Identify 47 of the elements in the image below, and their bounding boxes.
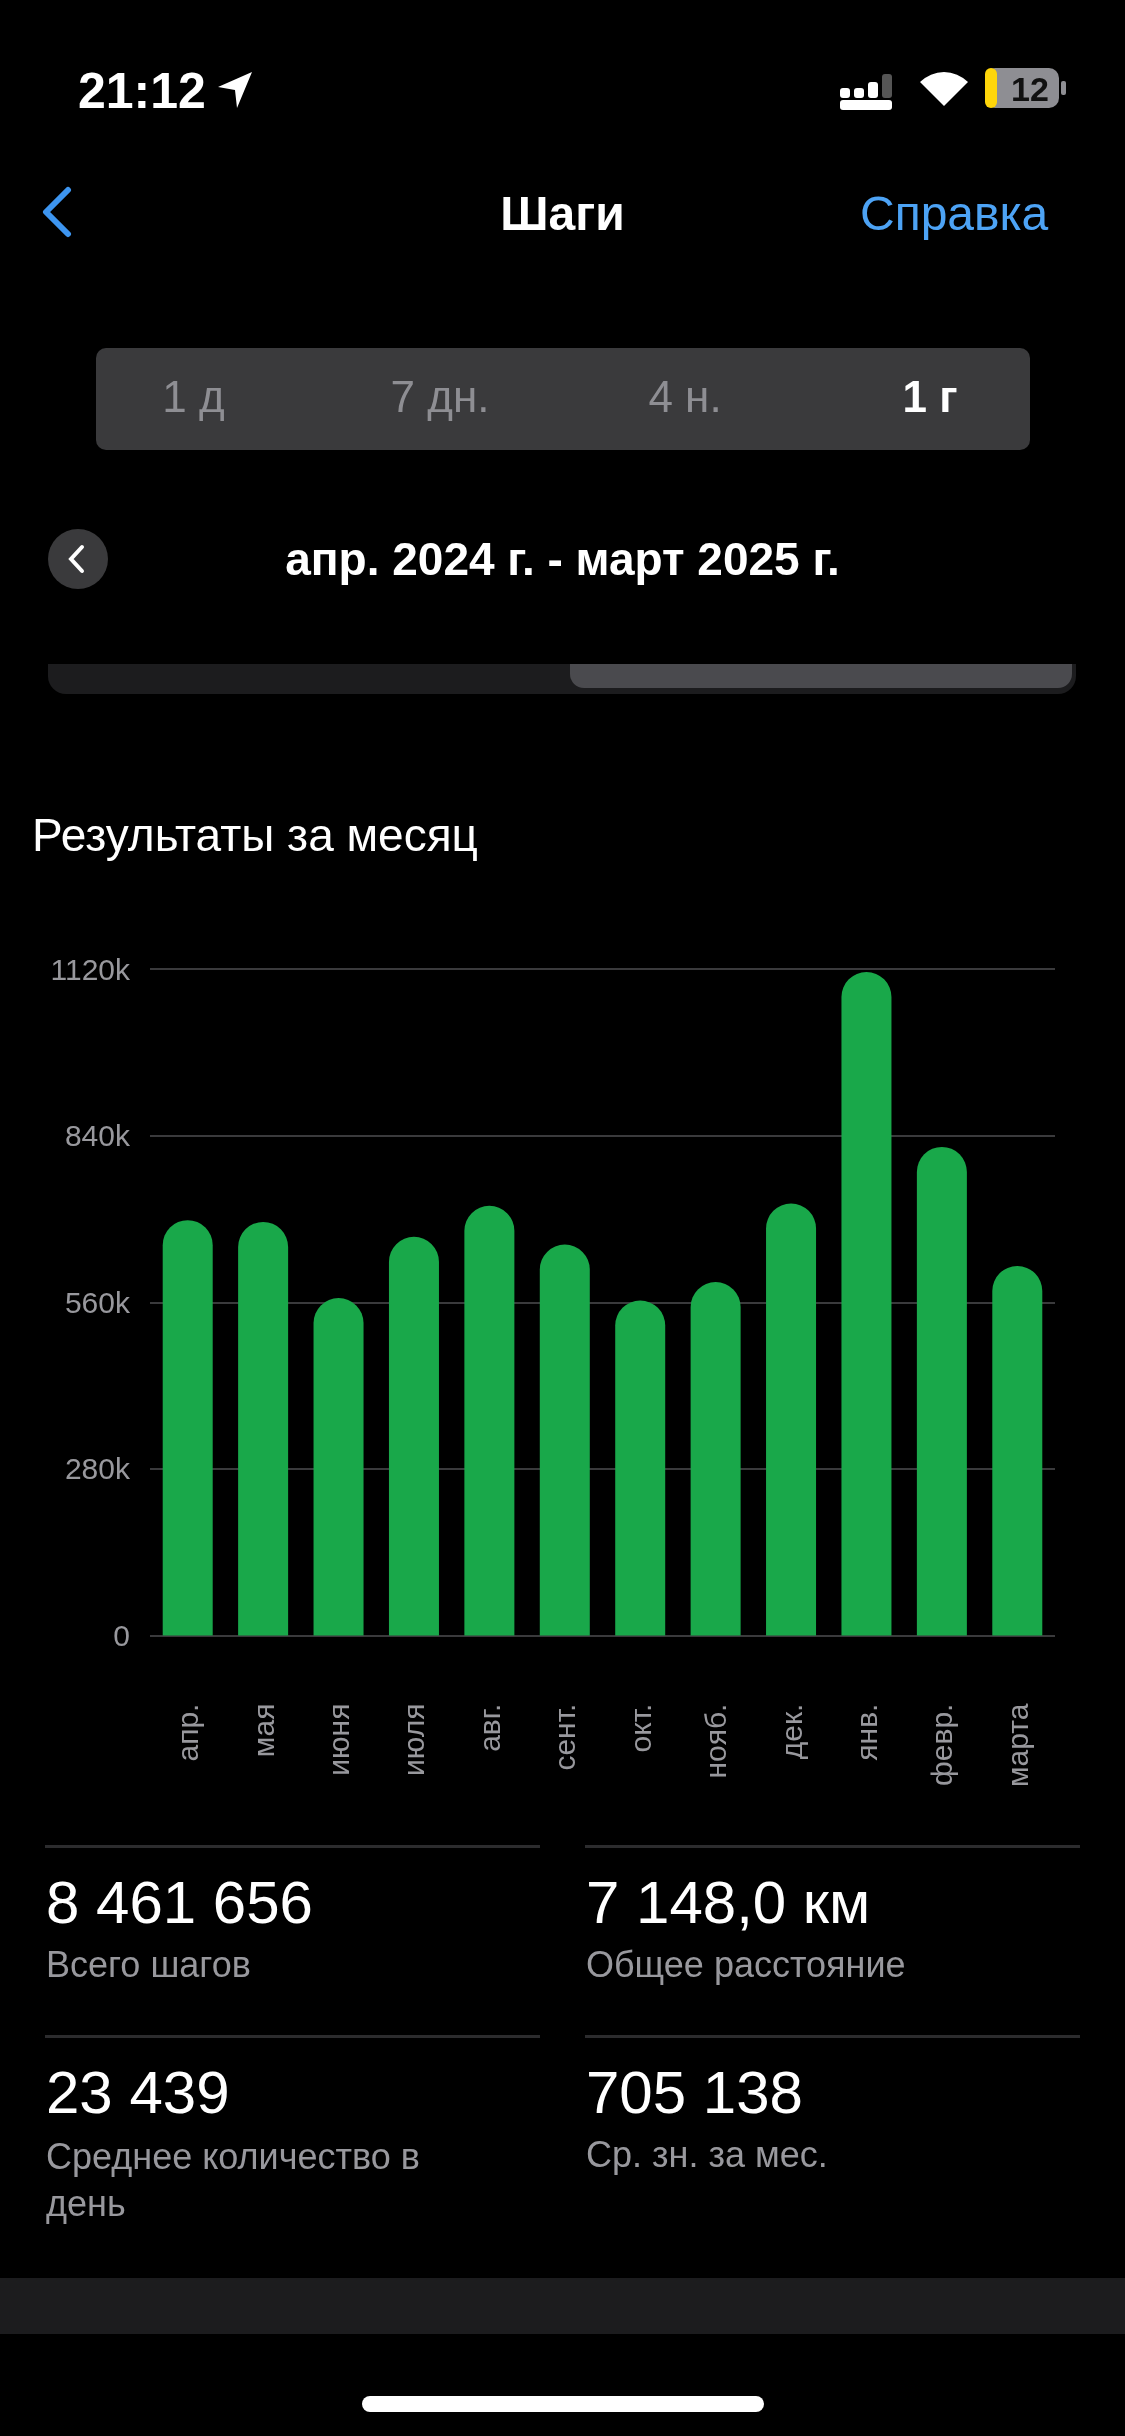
- text: 705 138: [586, 2058, 803, 2127]
- bar: [388, 1236, 439, 1636]
- x-tick-label: нояб.: [699, 1703, 733, 1779]
- bar: [162, 1220, 213, 1636]
- x-tick-label: февр.: [925, 1703, 959, 1786]
- x-tick-label: сент.: [548, 1703, 582, 1771]
- text: 1 г: [901, 372, 959, 422]
- text: Всего шагов: [46, 1944, 251, 1986]
- chart-title: Результаты за месяц: [32, 808, 478, 862]
- text: 12: [1010, 70, 1050, 109]
- text: Общее расстояние: [586, 1944, 906, 1986]
- bar: [916, 1146, 967, 1636]
- bar: [690, 1282, 741, 1636]
- bar: [464, 1205, 515, 1636]
- text: Среднее количество в день: [46, 2135, 421, 2226]
- x-tick-label: июня: [322, 1703, 356, 1776]
- text: 7 дн.: [389, 372, 491, 422]
- text: 8 461 656: [46, 1868, 313, 1937]
- text: Шаги: [500, 187, 625, 240]
- bar: [313, 1298, 364, 1636]
- y-tick-label: 0: [113, 1619, 130, 1653]
- text: 7 148,0 км: [586, 1868, 871, 1937]
- text: Ср. зн. за мес.: [586, 2134, 828, 2176]
- chart-subtitle: апр. 2024 г. - март 2025 г.: [284, 532, 841, 586]
- x-tick-label: янв.: [849, 1703, 883, 1761]
- y-tick-label: 1120k: [50, 952, 131, 986]
- bar: [766, 1203, 817, 1636]
- x-tick-label: авг.: [472, 1703, 506, 1752]
- x-tick-label: июля: [397, 1703, 431, 1776]
- y-tick-label: 560k: [64, 1285, 131, 1319]
- bar: [615, 1300, 666, 1636]
- text: 23 439: [46, 2058, 230, 2127]
- text: 4 н.: [647, 372, 723, 422]
- x-tick-label: мая: [246, 1703, 280, 1758]
- text: 21:12: [78, 62, 206, 120]
- x-tick-label: окт.: [623, 1703, 657, 1753]
- bar: [992, 1265, 1043, 1636]
- y-tick-label: 840k: [64, 1119, 131, 1153]
- x-tick-label: марта: [1000, 1703, 1034, 1788]
- bar: [841, 971, 892, 1636]
- y-tick-label: 280k: [64, 1452, 131, 1486]
- x-tick-label: дек.: [774, 1703, 808, 1760]
- bar: [539, 1244, 590, 1636]
- x-tick-label: апр.: [171, 1703, 205, 1762]
- bar: [238, 1221, 289, 1636]
- text: Справка: [860, 186, 1049, 241]
- text: 1 д: [161, 372, 226, 422]
